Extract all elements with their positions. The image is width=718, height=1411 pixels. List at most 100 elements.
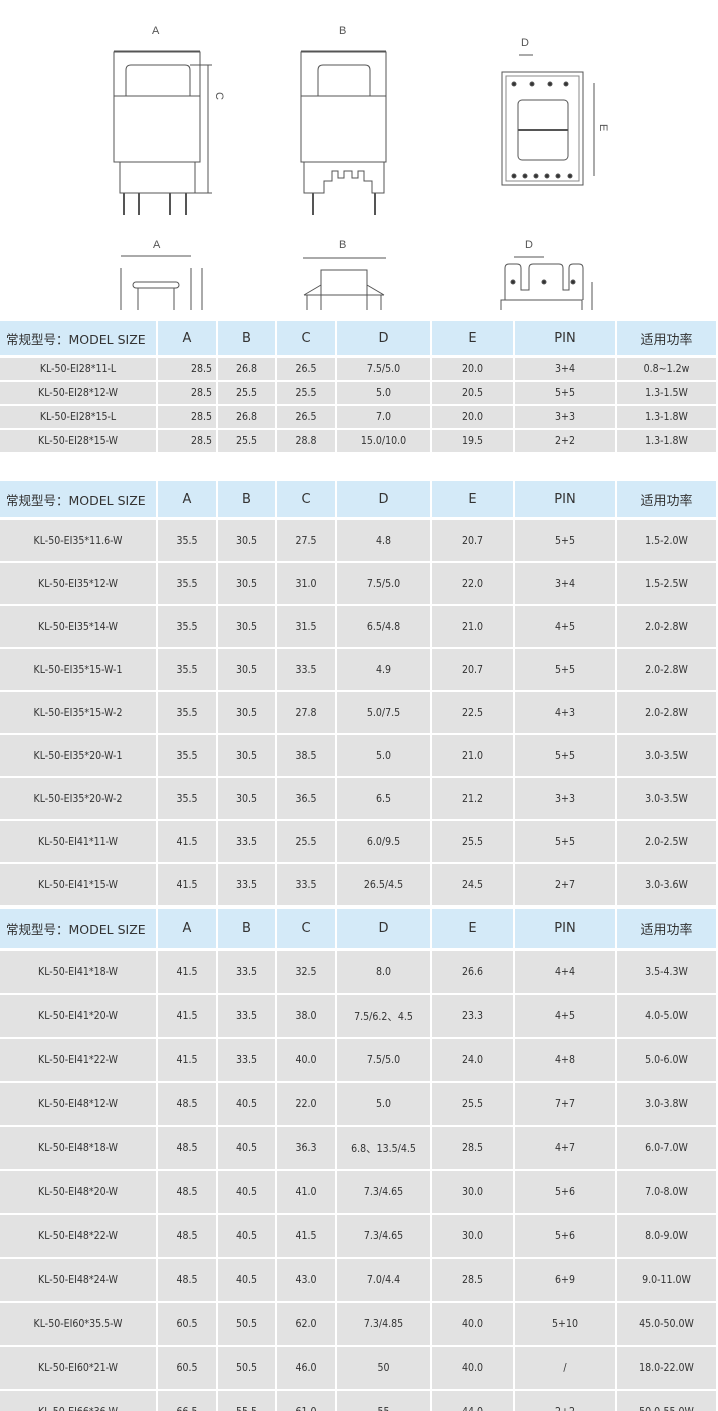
cell-e: 20.5 [432,382,515,406]
cell-model: KL-50-EI28*11-L [0,358,158,382]
cell-c: 26.5 [277,406,337,430]
table-row: KL-50-EI35*11.6-W 35.5 30.5 27.5 4.8 20.7 5+5 1… [0,520,718,563]
cell-a: 60.5 [158,1303,218,1347]
cell-power: 2.0-2.8W [617,649,718,692]
cell-model: KL-50-EI35*20-W-2 [0,778,158,821]
cell-e: 22.0 [432,563,515,606]
dimension-label-d-2: D [525,239,533,251]
table-header-row: 常规型号：MODEL SIZE A B C D E PIN 适用功率 [0,321,718,358]
cell-b: 30.5 [218,520,277,563]
column-header-d: D [337,481,432,520]
cell-d: 6.8、13.5/4.5 [337,1127,432,1171]
spec-table-ei41-ei66: 常规型号：MODEL SIZE A B C D E PIN 适用功率 KL-50-EI41*18… [0,909,718,1411]
cell-c: 31.5 [277,606,337,649]
cell-power: 3.0-3.8W [617,1083,718,1127]
cell-b: 50.5 [218,1347,277,1391]
cell-d: 7.5/5.0 [337,563,432,606]
cell-power: 3.0-3.6W [617,864,718,907]
table-row: KL-50-EI41*20-W 41.5 33.5 38.0 7.5/6.2、4.5 23… [0,995,718,1039]
cell-model: KL-50-EI41*15-W [0,864,158,907]
column-header-model: 常规型号：MODEL SIZE [0,909,158,951]
cell-b: 40.5 [218,1215,277,1259]
cell-e: 24.5 [432,864,515,907]
table-row: KL-50-EI41*15-W 41.5 33.5 33.5 26.5/4.5 24.5 2… [0,864,718,907]
cell-c: 38.0 [277,995,337,1039]
column-header-b: B [218,481,277,520]
cell-pin: 5+6 [515,1215,617,1259]
cell-pin: 2+7 [515,864,617,907]
table-row: KL-50-EI35*20-W-2 35.5 30.5 36.5 6.5 21.2 3+3 3… [0,778,718,821]
cell-power: 5.0-6.0W [617,1039,718,1083]
table-row: KL-50-EI48*12-W 48.5 40.5 22.0 5.0 25.5 7+7 3.0… [0,1083,718,1127]
cell-pin: 7+7 [515,1083,617,1127]
cell-power: 3.0-3.5W [617,778,718,821]
table-row: KL-50-EI35*12-W 35.5 30.5 31.0 7.5/5.0 22.0 3+… [0,563,718,606]
cell-d: 5.0/7.5 [337,692,432,735]
cell-model: KL-50-EI35*14-W [0,606,158,649]
cell-d: 7.0 [337,406,432,430]
cell-b: 33.5 [218,1039,277,1083]
cell-c: 33.5 [277,864,337,907]
cell-a: 35.5 [158,606,218,649]
cell-power: 50.0-55.0W [617,1391,718,1411]
cell-pin: 4+7 [515,1127,617,1171]
cell-d: 7.3/4.65 [337,1171,432,1215]
cell-power: 1.5-2.0W [617,520,718,563]
cell-power: 0.8~1.2w [617,358,718,382]
column-header-e: E [432,909,515,951]
cell-pin: 5+5 [515,649,617,692]
cell-d: 5.0 [337,382,432,406]
table-row: KL-50-EI28*12-W 28.5 25.5 25.5 5.0 20.5 5+5 1.3… [0,382,718,406]
table-header-row: 常规型号：MODEL SIZE A B C D E PIN 适用功率 [0,481,718,520]
cell-model: KL-50-EI28*15-W [0,430,158,454]
table-row: KL-50-EI35*15-W-1 35.5 30.5 33.5 4.9 20.7 5+5 2… [0,649,718,692]
table-row: KL-50-EI48*22-W 48.5 40.5 41.5 7.3/4.65 30.0 5… [0,1215,718,1259]
cell-b: 30.5 [218,563,277,606]
cell-b: 25.5 [218,382,277,406]
column-header-c: C [277,321,337,358]
cell-b: 26.8 [218,358,277,382]
cell-e: 40.0 [432,1303,515,1347]
cell-model: KL-50-EI48*24-W [0,1259,158,1303]
cell-d: 15.0/10.0 [337,430,432,454]
cell-c: 46.0 [277,1347,337,1391]
cell-d: 26.5/4.5 [337,864,432,907]
cell-b: 33.5 [218,821,277,864]
cell-power: 45.0-50.0W [617,1303,718,1347]
cell-pin: 6+9 [515,1259,617,1303]
cell-d: 6.0/9.5 [337,821,432,864]
cell-d: 50 [337,1347,432,1391]
cell-e: 20.0 [432,406,515,430]
cell-model: KL-50-EI48*12-W [0,1083,158,1127]
cell-c: 22.0 [277,1083,337,1127]
cell-pin: 3+3 [515,406,617,430]
cell-e: 25.5 [432,821,515,864]
cell-pin: 4+3 [515,692,617,735]
column-header-pin: PIN [515,481,617,520]
drawing-bottom-view-1: D E [501,37,609,186]
dimension-label-b-2: B [339,239,346,251]
table-row: KL-50-EI35*14-W 35.5 30.5 31.5 6.5/4.8 21.0 4+… [0,606,718,649]
cell-c: 38.5 [277,735,337,778]
cell-e: 22.5 [432,692,515,735]
cell-e: 23.3 [432,995,515,1039]
cell-model: KL-50-EI66*36-W [0,1391,158,1411]
cell-a: 41.5 [158,995,218,1039]
cell-a: 35.5 [158,649,218,692]
cell-pin: 3+4 [515,358,617,382]
table-row: KL-50-EI60*21-W 60.5 50.5 46.0 50 40.0/18.0-2… [0,1347,718,1391]
cell-pin: 2+2 [515,1391,617,1411]
cell-a: 60.5 [158,1347,218,1391]
cell-d: 8.0 [337,951,432,995]
cell-pin: 5+5 [515,735,617,778]
cell-model: KL-50-EI60*21-W [0,1347,158,1391]
cell-a: 28.5 [158,382,218,406]
cell-model: KL-50-EI41*22-W [0,1039,158,1083]
cell-a: 28.5 [158,430,218,454]
cell-e: 30.0 [432,1215,515,1259]
column-header-b: B [218,909,277,951]
cell-d: 5.0 [337,735,432,778]
cell-power: 1.5-2.5W [617,563,718,606]
column-header-d: D [337,321,432,358]
